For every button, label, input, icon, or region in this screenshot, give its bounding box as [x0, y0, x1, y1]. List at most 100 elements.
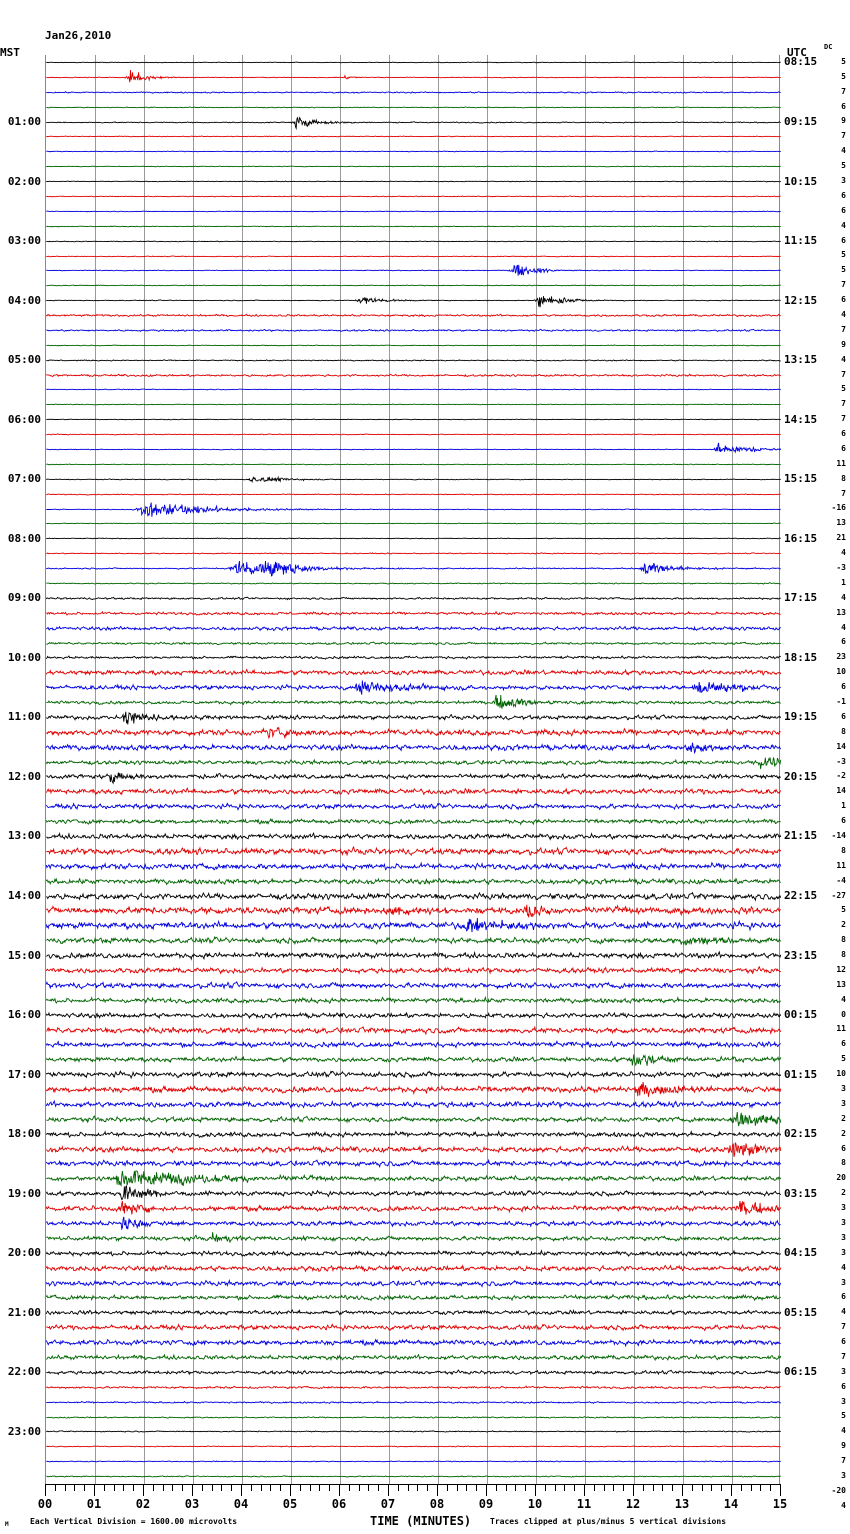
dc-value-row-90: 3: [841, 1396, 846, 1406]
dc-value-row-11: 4: [841, 220, 846, 230]
seismic-trace-row-54: [45, 859, 782, 874]
x-tick-major: [731, 1484, 732, 1496]
x-tick-label-02: 02: [135, 1497, 151, 1511]
utc-hour-label-22:15: 22:15: [784, 889, 818, 902]
x-tick-minor: [642, 1484, 644, 1491]
dc-value-row-40: 23: [836, 652, 846, 662]
mst-hour-label-20:00: 20:00: [7, 1246, 41, 1260]
x-tick-minor: [358, 1484, 360, 1491]
dc-value-row-33: 4: [841, 548, 846, 558]
grid-line-minute-4: [242, 55, 243, 1484]
x-tick-minor: [319, 1484, 321, 1491]
grid-line-minute-2: [144, 55, 145, 1484]
x-tick-minor: [505, 1484, 507, 1491]
seismic-trace-row-47: [45, 755, 782, 770]
seismic-trace-row-31: [46, 516, 781, 531]
x-tick-major: [241, 1484, 242, 1496]
seismic-trace-row-4: [46, 115, 781, 130]
seismic-trace-row-79: [46, 1231, 781, 1246]
seismic-trace-row-26: [46, 442, 782, 457]
seismic-trace-row-57: [45, 903, 781, 919]
dc-value-row-92: 4: [841, 1426, 846, 1436]
x-tick-label-03: 03: [184, 1497, 200, 1511]
dc-value-row-2: 7: [841, 86, 846, 96]
dc-value-row-68: 10: [836, 1069, 846, 1079]
mst-hour-label-19:00: 19:00: [7, 1186, 41, 1200]
x-tick-major: [437, 1484, 438, 1496]
x-tick-label-04: 04: [233, 1497, 249, 1511]
dc-value-row-74: 8: [841, 1158, 846, 1168]
dc-value-row-5: 7: [841, 131, 846, 141]
mst-hour-label-07:00: 07:00: [7, 472, 41, 486]
mst-hour-label-21:00: 21:00: [7, 1305, 41, 1319]
dc-value-row-66: 6: [841, 1039, 846, 1049]
x-tick-minor: [103, 1484, 105, 1491]
mst-hour-label-04:00: 04:00: [7, 293, 41, 307]
x-tick-minor: [750, 1484, 752, 1491]
seismic-trace-row-90: [46, 1395, 782, 1410]
seismic-trace-row-34: [46, 561, 781, 577]
seismic-trace-row-45: [46, 725, 781, 740]
x-tick-minor: [495, 1484, 497, 1491]
dc-value-row-82: 3: [841, 1277, 846, 1287]
x-tick-label-08: 08: [429, 1497, 445, 1511]
dc-value-row-0: 5: [841, 56, 846, 66]
x-tick-minor: [280, 1484, 282, 1491]
dc-value-row-73: 6: [841, 1143, 846, 1153]
x-tick-minor: [554, 1484, 556, 1491]
dc-value-row-53: 8: [841, 845, 846, 855]
seismic-trace-row-10: [46, 204, 781, 219]
dc-value-row-88: 3: [841, 1366, 846, 1376]
dc-value-row-13: 5: [841, 250, 846, 260]
dc-value-row-4: 9: [841, 116, 846, 126]
x-tick-label-05: 05: [282, 1497, 298, 1511]
dc-value-row-25: 6: [841, 429, 846, 439]
grid-line-minute-5: [291, 55, 292, 1484]
x-tick-minor: [525, 1484, 527, 1491]
mst-hour-label-03:00: 03:00: [7, 234, 41, 248]
x-tick-minor: [691, 1484, 693, 1491]
seismic-trace-row-58: [45, 918, 781, 933]
x-axis-title: TIME (MINUTES): [370, 1514, 472, 1528]
x-tick-minor: [260, 1484, 262, 1491]
seismic-trace-row-0: [46, 55, 781, 70]
dc-value-row-89: 6: [841, 1381, 846, 1391]
mst-hour-label-14:00: 14:00: [7, 889, 41, 902]
utc-hour-label-14:15: 14:15: [784, 412, 818, 426]
dc-value-row-83: 6: [841, 1292, 846, 1302]
seismic-trace-row-33: [46, 546, 781, 561]
utc-hour-label-18:15: 18:15: [784, 650, 818, 664]
seismic-trace-row-6: [46, 144, 781, 159]
x-tick-minor: [701, 1484, 703, 1491]
dc-value-row-45: 8: [841, 726, 846, 736]
dc-value-row-7: 5: [841, 161, 846, 171]
seismic-trace-row-42: [45, 680, 781, 695]
seismic-trace-row-78: [45, 1216, 781, 1231]
mst-hour-label-13:00: 13:00: [7, 829, 41, 843]
seismic-trace-row-19: [46, 338, 781, 353]
seismic-trace-row-95: [46, 1469, 781, 1484]
dc-value-row-60: 8: [841, 950, 846, 960]
x-tick-minor: [417, 1484, 419, 1491]
dc-value-row-43: -1: [836, 696, 846, 706]
x-tick-major: [143, 1484, 144, 1496]
dc-value-row-94: 7: [841, 1456, 846, 1466]
dc-value-row-80: 3: [841, 1247, 846, 1257]
x-tick-minor: [721, 1484, 723, 1491]
x-tick-minor: [770, 1484, 772, 1491]
seismic-trace-row-7: [46, 159, 781, 174]
x-tick-minor: [427, 1484, 429, 1491]
seismic-trace-row-52: [46, 829, 782, 844]
seismic-trace-row-14: [46, 263, 781, 278]
x-tick-minor: [221, 1484, 223, 1491]
x-tick-minor: [574, 1484, 576, 1491]
dc-value-row-30: -16: [831, 503, 846, 513]
seismic-trace-row-23: [46, 397, 781, 412]
dc-value-row-29: 7: [841, 488, 846, 498]
seismic-trace-row-20: [46, 353, 781, 368]
dc-value-row-10: 6: [841, 205, 846, 215]
seismic-trace-row-85: [46, 1320, 781, 1335]
scale-note: Each Vertical Division = 1600.00 microvo…: [30, 1517, 238, 1526]
seismic-trace-row-73: [45, 1141, 782, 1157]
dc-value-row-14: 5: [841, 265, 846, 275]
